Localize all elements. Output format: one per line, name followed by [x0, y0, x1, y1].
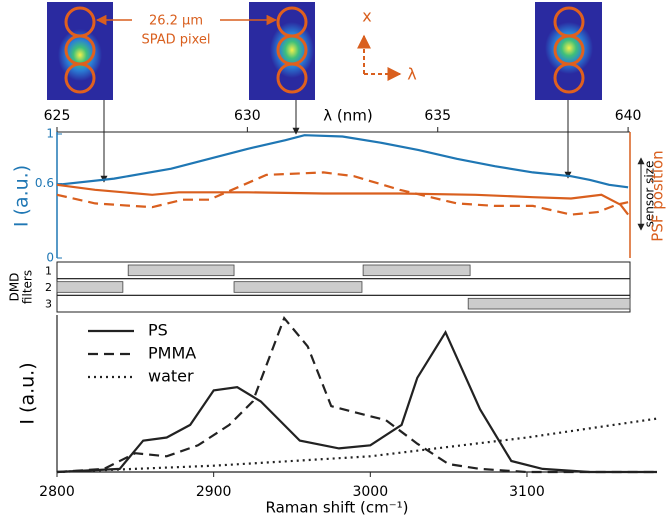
x-tick-label: 2900 — [196, 484, 232, 500]
line-series — [57, 332, 657, 472]
x-axis-label: Raman shift (cm⁻¹) — [265, 499, 408, 517]
y-axis-label: I (a.u.) — [11, 165, 33, 227]
y-tick-label: 1 — [46, 127, 54, 141]
legend-label: water — [148, 367, 194, 386]
psf-image — [535, 2, 602, 100]
x-tick-label: 3100 — [509, 484, 545, 500]
filter-band — [468, 298, 630, 309]
y-tick-label: 0 — [46, 251, 54, 265]
annotation: SPAD pixel — [141, 33, 210, 48]
x-axis-label: λ (nm) — [323, 107, 372, 125]
y-axis-label: I (a.u.) — [17, 362, 39, 424]
legend-label: PS — [148, 321, 168, 340]
row-label: 1 — [45, 264, 52, 277]
y-axis-label: DMD — [8, 273, 22, 302]
filter-band — [57, 282, 123, 293]
x-tick-label: 625 — [44, 108, 71, 124]
psf-image — [249, 2, 315, 100]
line-series — [57, 185, 628, 215]
filter-band — [363, 265, 470, 276]
y-tick-label: 0.6 — [35, 176, 54, 190]
row-label: 3 — [45, 298, 52, 311]
line-series — [57, 419, 657, 472]
y2-axis-label: PSF position — [649, 150, 666, 241]
psf-image — [47, 2, 113, 100]
x-tick-label: 2800 — [39, 484, 75, 500]
figure: 26.2 µm SPAD pixel x λ sensor size 62563… — [0, 0, 666, 520]
line-series — [57, 318, 657, 472]
x-tick-label: 630 — [234, 108, 261, 124]
filter-band — [234, 282, 362, 293]
x-tick-label: 635 — [424, 108, 451, 124]
annotation: λ — [407, 65, 416, 84]
y-axis-label: filters — [21, 270, 35, 304]
annotation: x — [362, 7, 371, 26]
filter-band — [128, 265, 234, 276]
x-tick-label: 640 — [615, 108, 642, 124]
legend-label: PMMA — [148, 344, 196, 363]
annotation: 26.2 µm — [149, 14, 203, 29]
row-label: 2 — [45, 281, 52, 294]
line-series — [57, 135, 628, 187]
